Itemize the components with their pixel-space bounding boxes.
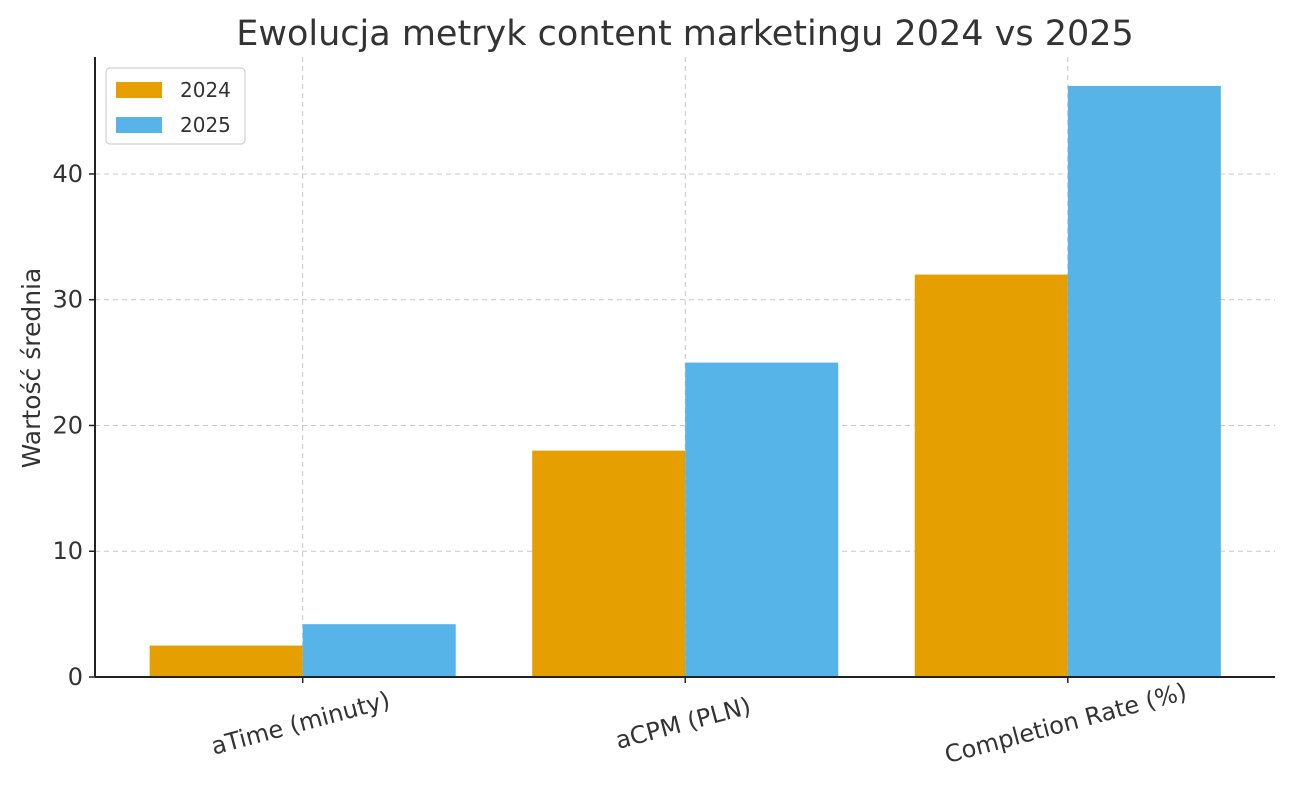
bar-2024-1 bbox=[149, 645, 303, 677]
x-tick-label: aCPM (PLN) bbox=[613, 692, 754, 755]
bar-2024-2 bbox=[532, 450, 686, 677]
bars bbox=[149, 85, 1221, 678]
legend-label-2025: 2025 bbox=[180, 113, 231, 137]
y-tick-label: 10 bbox=[52, 537, 83, 565]
y-tick-label: 40 bbox=[52, 160, 83, 188]
chart-title: Ewolucja metryk content marketingu 2024 … bbox=[236, 14, 1134, 54]
y-tick-label: 20 bbox=[52, 411, 83, 439]
y-tick-label: 30 bbox=[52, 286, 83, 314]
bar-2025-3 bbox=[1067, 85, 1221, 678]
bar-2025-1 bbox=[302, 624, 456, 677]
y-tick-label: 0 bbox=[68, 663, 83, 691]
bar-2024-3 bbox=[914, 274, 1068, 677]
x-tick-label: Completion Rate (%) bbox=[942, 677, 1190, 769]
legend-swatch-2025 bbox=[116, 117, 162, 133]
bar-2025-2 bbox=[685, 362, 839, 677]
x-tick-label: aTime (minuty) bbox=[208, 686, 393, 761]
y-axis-label: Wartość średnia bbox=[17, 268, 46, 469]
legend-swatch-2024 bbox=[116, 82, 162, 98]
legend: 2024 2025 bbox=[105, 67, 246, 145]
legend-label-2024: 2024 bbox=[180, 78, 231, 102]
